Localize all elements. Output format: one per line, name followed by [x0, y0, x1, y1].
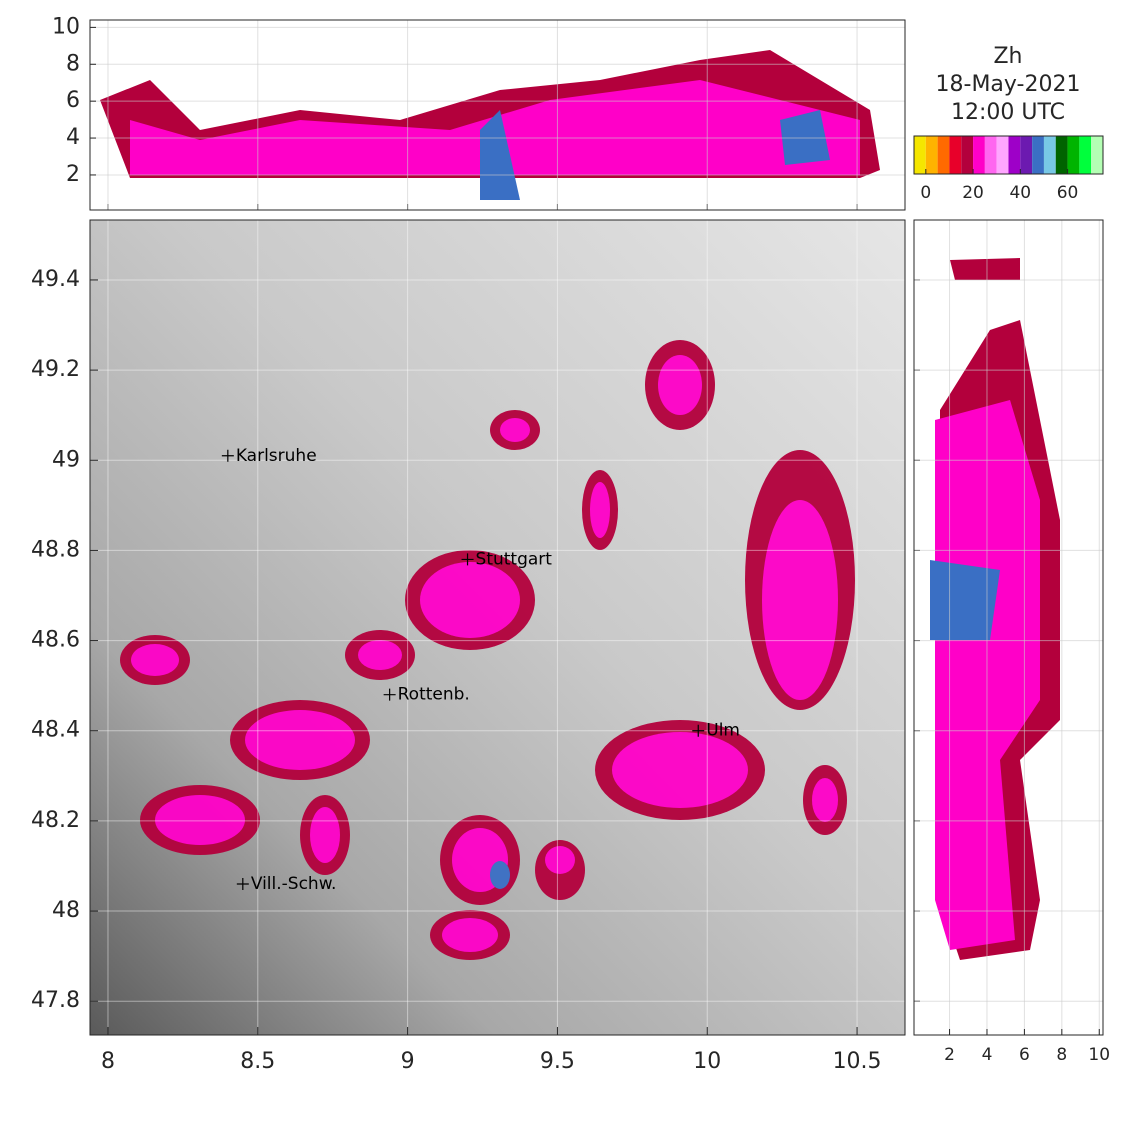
y-tick-label: 48.2: [31, 808, 80, 833]
y-tick-label: 4: [66, 125, 80, 150]
y-tick-label: 49: [52, 447, 80, 472]
x-tick-label: 10: [693, 1049, 721, 1074]
colorbar-tick-label: 0: [920, 183, 931, 203]
y-tick-label: 49.4: [31, 267, 80, 292]
x-tick-label: 9: [401, 1049, 415, 1074]
frames: [89, 19, 1104, 1036]
colorbar-title: 18-May-2021: [936, 72, 1081, 97]
colorbar-title: 12:00 UTC: [951, 100, 1065, 125]
x-tick-label: 8: [101, 1049, 115, 1074]
y-tick-label: 48.6: [31, 628, 80, 653]
y-tick-label: 48.8: [31, 537, 80, 562]
y-tick-label: 49.2: [31, 357, 80, 382]
x-tick-label: 10.5: [833, 1049, 882, 1074]
colorbar-swatch: [1067, 136, 1080, 174]
colorbar-swatch: [937, 136, 950, 174]
city-label: Stuttgart: [476, 549, 553, 569]
colorbar-tick-label: 60: [1057, 183, 1079, 203]
y-tick-label: 47.8: [31, 988, 80, 1013]
x-tick-label: 4: [982, 1045, 993, 1065]
colorbar-swatch: [1043, 136, 1056, 174]
city-label: Vill.-Schw.: [251, 874, 337, 894]
colorbar-swatch: [961, 136, 974, 174]
colorbar-swatch: [1091, 136, 1103, 174]
top-section: [100, 50, 880, 200]
x-tick-label: 2: [944, 1045, 955, 1065]
y-tick-label: 8: [66, 51, 80, 76]
city-marker: [221, 449, 234, 462]
colorbar-swatch: [1020, 136, 1033, 174]
y-tick-label: 2: [66, 162, 80, 187]
x-tick-label: 6: [1019, 1045, 1030, 1065]
colorbar-tick-label: 40: [1009, 183, 1031, 203]
colorbar-swatch: [925, 136, 938, 174]
y-tick-label: 48: [52, 898, 80, 923]
x-tick-label: 8: [1056, 1045, 1067, 1065]
colorbar-swatch: [914, 136, 926, 174]
city-label: Rottenb.: [398, 685, 470, 705]
y-tick-label: 48.4: [31, 718, 80, 743]
colorbar-swatch: [996, 136, 1009, 174]
city-label: Karlsruhe: [236, 446, 317, 466]
radar-echoes: [120, 340, 855, 960]
colorbar-swatch: [973, 136, 985, 174]
x-tick-label: 8.5: [240, 1049, 275, 1074]
right-section: [930, 258, 1060, 960]
x-tick-label: 10: [1088, 1045, 1110, 1065]
colorbar-swatch: [1079, 136, 1092, 174]
city-marker: [461, 553, 474, 566]
city-marker: [236, 877, 249, 890]
city-marker: [383, 688, 396, 701]
colorbar-swatch: [984, 136, 997, 174]
colorbar-swatch: [1032, 136, 1044, 174]
y-tick-label: 10: [52, 14, 80, 39]
colorbar-swatch: [1008, 136, 1021, 174]
colorbar-tick-label: 20: [962, 183, 984, 203]
city-label: Ulm: [706, 721, 740, 741]
city-marker: [692, 724, 705, 737]
colorbar-swatch: [949, 136, 962, 174]
y-tick-label: 6: [66, 88, 80, 113]
colorbar-title: Zh: [993, 44, 1022, 69]
x-tick-label: 9.5: [540, 1049, 575, 1074]
colorbar-swatch: [1055, 136, 1068, 174]
